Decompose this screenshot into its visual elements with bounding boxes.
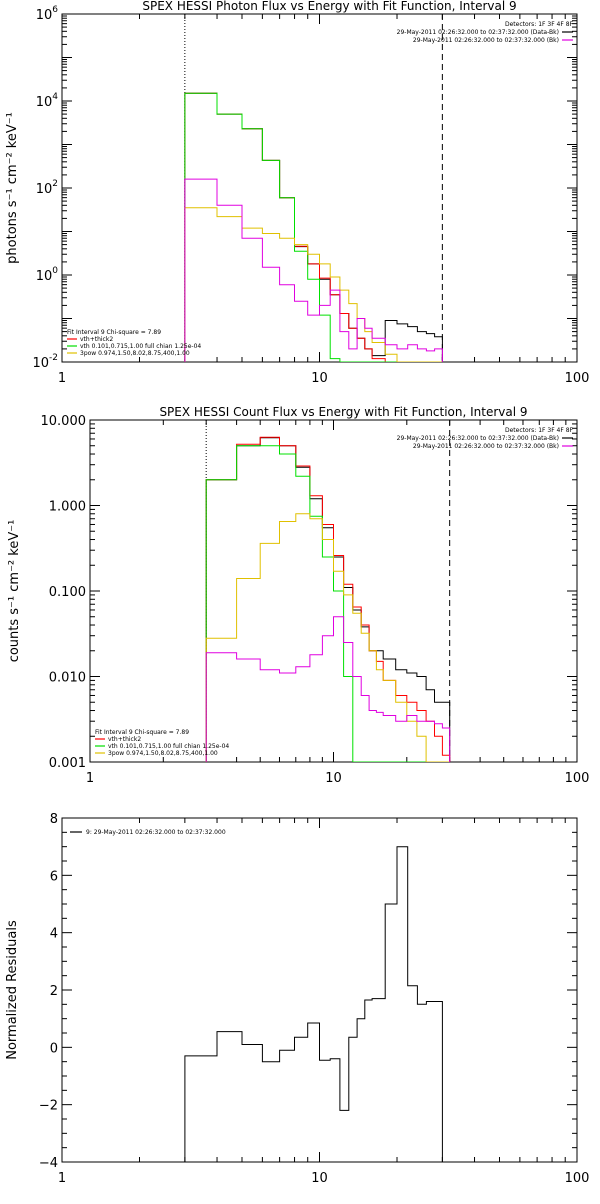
x-tick-label: 1 — [58, 1171, 66, 1186]
y-tick-label: 2 — [50, 984, 58, 999]
series-yellow-histogram — [205, 513, 450, 762]
y-tick-label: 0.001 — [49, 756, 86, 771]
plot-frame — [61, 817, 578, 1163]
fit-legend-entry: 3pow 0.974,1.50,8.02,8.75,400,1.00 — [108, 750, 218, 757]
x-tick-label: 10 — [311, 1171, 328, 1186]
chart-panel-2: SPEX HESSI Count Flux vs Energy with Fit… — [7, 405, 589, 786]
series-group — [184, 92, 443, 362]
y-axis-ticks: −4 −2 0 2 4 6 8 — [39, 812, 577, 1171]
legend-entry: 9: 29-May-2011 02:26:32.000 to 02:37:32.… — [86, 829, 226, 836]
fit-legend-entry: 3pow 0.974,1.50,8.02,8.75,400,1.00 — [80, 350, 190, 357]
fit-legend-header: Fit Interval 9 Chi-square = 7.89 — [95, 729, 189, 736]
legend-header: Detectors: 1F 3F 4F 8F — [505, 21, 574, 28]
chart-panel-1: SPEX HESSI Photon Flux vs Energy with Fi… — [5, 0, 589, 386]
y-tick-label: 8 — [50, 812, 58, 827]
chart-title: SPEX HESSI Count Flux vs Energy with Fit… — [159, 405, 527, 419]
y-axis-label: Normalized Residuals — [5, 920, 20, 1060]
legend-header: Detectors: 1F 3F 4F 8F — [505, 427, 574, 434]
x-tick-label: 10 — [325, 771, 342, 786]
x-tick-label: 100 — [565, 1171, 590, 1186]
series-red-histogram — [184, 92, 443, 362]
series-magenta-histogram — [184, 178, 443, 362]
series-red-histogram — [205, 436, 451, 762]
series-group — [205, 436, 451, 762]
y-tick-label: −2 — [39, 1099, 58, 1114]
legend-entry: 29-May-2011 02:26:32.000 to 02:37:32.000… — [397, 29, 559, 36]
series-green-histogram — [184, 92, 443, 362]
y-tick-label: 10.000 — [41, 414, 87, 429]
x-tick-label: 10 — [311, 371, 328, 386]
y-tick-label: 6 — [50, 869, 58, 884]
chart-title: SPEX HESSI Photon Flux vs Energy with Fi… — [142, 0, 516, 13]
x-axis-ticks: 1 10 100 — [58, 818, 590, 1186]
fit-legend-entry: vth 0.101,0.715,1.00 full chian 1.25e-04 — [108, 743, 229, 750]
series-black-histogram — [205, 437, 451, 762]
series-green-histogram — [205, 445, 450, 762]
y-tick-label: −4 — [39, 1156, 58, 1171]
legend-entry: 29-May-2011 02:26:32.000 to 02:37:32.000… — [397, 435, 559, 442]
y-tick-label: 104 — [36, 92, 59, 110]
y-tick-label: 0.010 — [49, 671, 86, 686]
legend-entry: 29-May-2011 02:26:32.000 to 02:37:32.000… — [413, 443, 559, 450]
y-axis-ticks: 0.001 0.010 0.100 1.000 10.000 — [41, 414, 577, 771]
fit-legend-entry: vth+thick2 — [80, 336, 113, 343]
legend-fit: Fit Interval 9 Chi-square = 7.89vth+thic… — [95, 729, 229, 757]
y-axis-label: photons s⁻¹ cm⁻² keV⁻¹ — [5, 112, 20, 264]
x-tick-label: 100 — [565, 771, 590, 786]
y-axis-ticks: 10-2 100 102 104 106 — [32, 5, 577, 371]
y-tick-label: 10-2 — [32, 353, 58, 371]
fit-legend-entry: vth+thick2 — [108, 736, 141, 743]
series-yellow-histogram — [184, 207, 443, 362]
chart-panel-3: Normalized Residuals 1 10 100 −4 −2 0 2 4 6 8 9: 29… — [5, 812, 589, 1186]
y-tick-label: 102 — [36, 179, 58, 197]
y-tick-label: 1.000 — [49, 500, 86, 515]
legend-top: 9: 29-May-2011 02:26:32.000 to 02:37:32.… — [70, 829, 226, 836]
y-tick-label: 106 — [36, 5, 59, 23]
fit-legend-header: Fit Interval 9 Chi-square = 7.89 — [67, 329, 161, 336]
y-axis-label: counts s⁻¹ cm⁻² keV⁻¹ — [7, 520, 22, 663]
series-group — [184, 846, 443, 1162]
y-tick-label: 0.100 — [49, 585, 86, 600]
x-tick-label: 100 — [565, 371, 590, 386]
y-tick-label: 0 — [50, 1041, 58, 1056]
series-black-histogram — [184, 92, 443, 362]
fit-legend-entry: vth 0.101,0.715,1.00 full chian 1.25e-04 — [80, 343, 201, 350]
legend-fit: Fit Interval 9 Chi-square = 7.89vth+thic… — [67, 329, 201, 357]
x-tick-label: 1 — [58, 371, 66, 386]
series-magenta-histogram — [205, 616, 451, 762]
series-black-histogram — [184, 846, 443, 1162]
x-axis-ticks: 1 10 100 — [58, 14, 590, 386]
y-tick-label: 4 — [50, 927, 58, 942]
x-tick-label: 1 — [86, 771, 94, 786]
y-tick-label: 100 — [36, 266, 59, 284]
legend-entry: 29-May-2011 02:26:32.000 to 02:37:32.000… — [413, 37, 559, 44]
